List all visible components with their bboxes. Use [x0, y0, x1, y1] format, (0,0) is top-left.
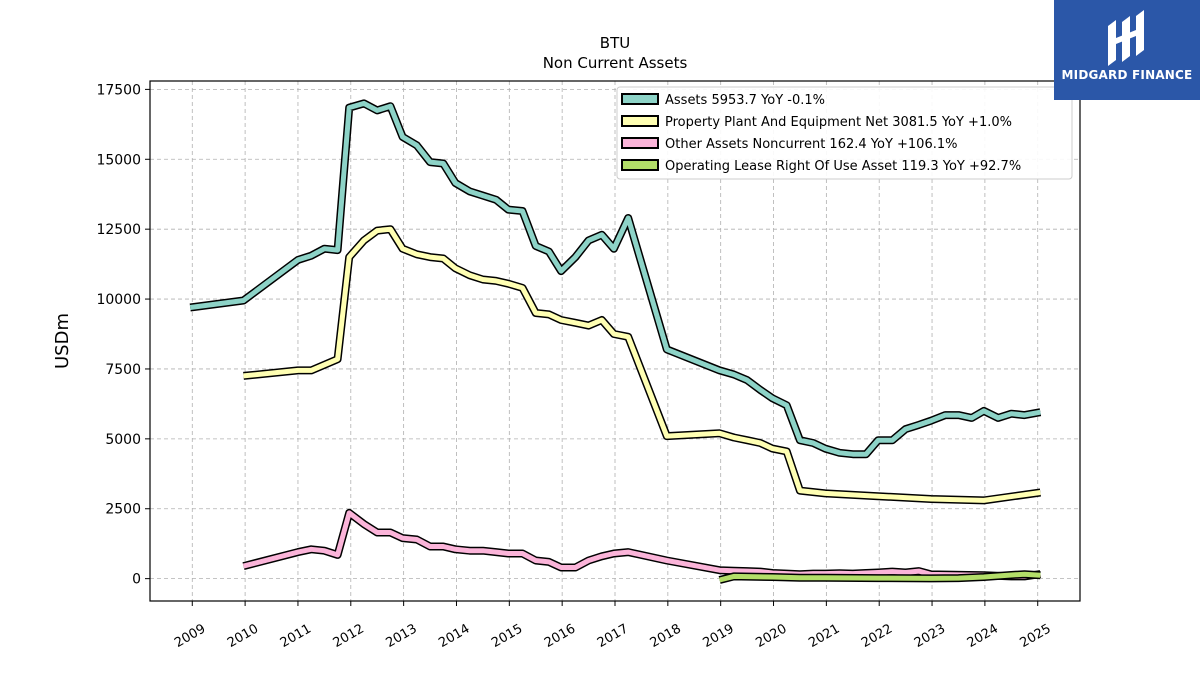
x-tick-label: 2009: [172, 621, 208, 651]
x-tick-label: 2012: [331, 621, 367, 651]
x-tick-label: 2014: [436, 621, 472, 651]
chart-subtitle: Non Current Assets: [543, 54, 688, 72]
y-tick-label: 15000: [96, 152, 141, 168]
x-tick-label: 2015: [489, 621, 525, 651]
x-tick-label: 2021: [806, 621, 842, 651]
logo-mark-icon: [1108, 10, 1144, 66]
x-tick-label: 2018: [648, 621, 684, 651]
brand-logo: MIDGARD FINANCE: [1054, 0, 1200, 100]
y-tick-label: 0: [132, 572, 141, 588]
legend-swatch: [621, 115, 659, 127]
x-tick-label: 2023: [912, 621, 948, 651]
legend-label: Property Plant And Equipment Net 3081.5 …: [665, 115, 1012, 130]
x-tick-label: 2019: [701, 621, 737, 651]
x-tick-label: 2022: [859, 621, 895, 651]
brand-name: MIDGARD FINANCE: [1061, 68, 1193, 82]
legend-label: Other Assets Noncurrent 162.4 YoY +106.1…: [665, 137, 957, 152]
x-tick-label: 2011: [278, 621, 314, 651]
x-tick-label: 2017: [595, 621, 631, 651]
series-line-1: [189, 100, 1041, 457]
legend-swatch: [621, 159, 659, 171]
x-tick-label: 2010: [225, 621, 261, 651]
x-tick-label: 2024: [965, 621, 1001, 651]
y-tick-label: 17500: [96, 82, 141, 98]
legend: Assets 5953.7 YoY -0.1% Property Plant An…: [616, 86, 1073, 180]
y-tick-label: 10000: [96, 292, 141, 308]
legend-swatch: [621, 137, 659, 149]
chart-title: BTU: [600, 34, 630, 52]
y-tick-label: 12500: [96, 222, 141, 238]
legend-label: Operating Lease Right Of Use Asset 119.3…: [665, 159, 1021, 174]
x-tick-label: 2013: [383, 621, 419, 651]
series-line-3: [242, 510, 1041, 579]
x-tick-label: 2016: [542, 621, 578, 651]
series-lines: [189, 99, 1042, 584]
legend-box: [616, 86, 1073, 180]
y-tick-label: 5000: [105, 432, 141, 448]
legend-label: Assets 5953.7 YoY -0.1%: [665, 93, 825, 108]
x-tick-label: 2025: [1018, 621, 1054, 651]
legend-swatch: [621, 93, 659, 105]
x-tick-label: 2020: [753, 621, 789, 651]
y-axis-label: USDm: [52, 313, 73, 369]
x-ticks: 2009 2010 2011 2012 2013 2014 2015 2016 2017 2018…: [172, 601, 1054, 651]
series-line-2: [243, 226, 1041, 503]
y-ticks: 0 2500 5000 7500 10000 12500 15000 17500: [96, 82, 150, 588]
y-tick-label: 2500: [105, 502, 141, 518]
series-line-4: [718, 571, 1041, 583]
y-tick-label: 7500: [105, 362, 141, 378]
